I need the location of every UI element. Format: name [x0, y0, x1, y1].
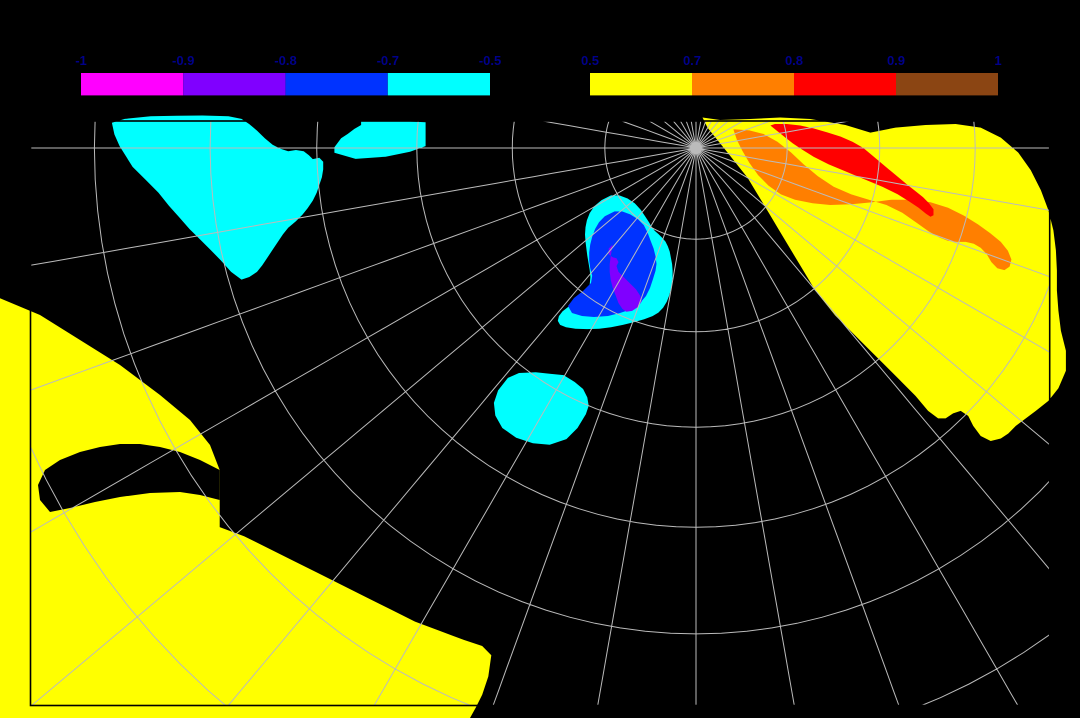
- svg-text:0.9: 0.9: [887, 53, 905, 68]
- svg-text:0.5: 0.5: [581, 53, 599, 68]
- svg-text:0.7: 0.7: [683, 53, 701, 68]
- svg-text:-0.9: -0.9: [172, 53, 194, 68]
- svg-text:0.8: 0.8: [785, 53, 803, 68]
- svg-text:-0.5: -0.5: [479, 53, 501, 68]
- svg-text:-0.8: -0.8: [274, 53, 296, 68]
- svg-text:1: 1: [994, 53, 1001, 68]
- svg-text:-0.7: -0.7: [377, 53, 399, 68]
- svg-text:-1: -1: [75, 53, 87, 68]
